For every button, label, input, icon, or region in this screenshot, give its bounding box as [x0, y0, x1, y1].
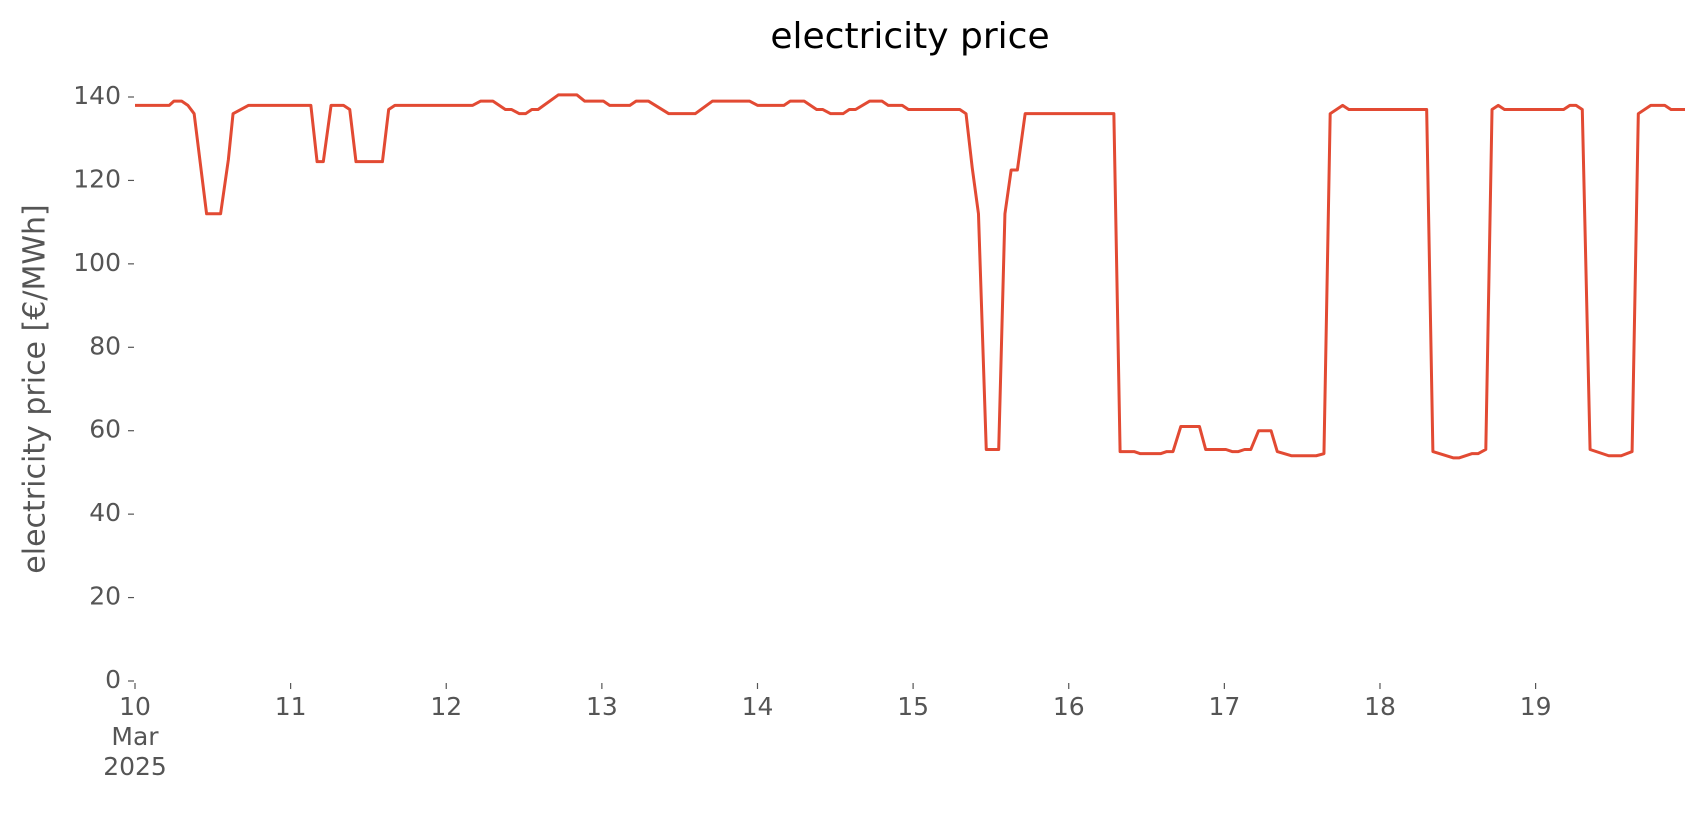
y-tick-label: 60: [89, 415, 121, 444]
y-tick-label: 100: [73, 248, 121, 277]
x-tick-label: 18: [1364, 692, 1396, 721]
x-tick-label: 14: [742, 692, 774, 721]
x-tick-label: 16: [1053, 692, 1085, 721]
x-tick-label: 15: [897, 692, 929, 721]
y-tick-label: 80: [89, 331, 121, 360]
y-axis-label: electricity price [€/MWh]: [18, 204, 53, 573]
y-tick-label: 120: [73, 164, 121, 193]
y-tick-label: 20: [89, 582, 121, 611]
line: [135, 93, 1685, 460]
chart-title: electricity price: [770, 16, 1049, 57]
x-tick-label: 17: [1208, 692, 1240, 721]
x-tick-label: 10 Mar 2025: [103, 692, 167, 781]
y-tick-label: 40: [89, 498, 121, 527]
x-tick-label: 19: [1520, 692, 1552, 721]
x-tick-label: 13: [586, 692, 618, 721]
x-tick-label: 11: [275, 692, 307, 721]
y-tick-label: 140: [73, 81, 121, 110]
y-tick-label: 0: [105, 665, 121, 694]
x-tick-label: 12: [430, 692, 462, 721]
